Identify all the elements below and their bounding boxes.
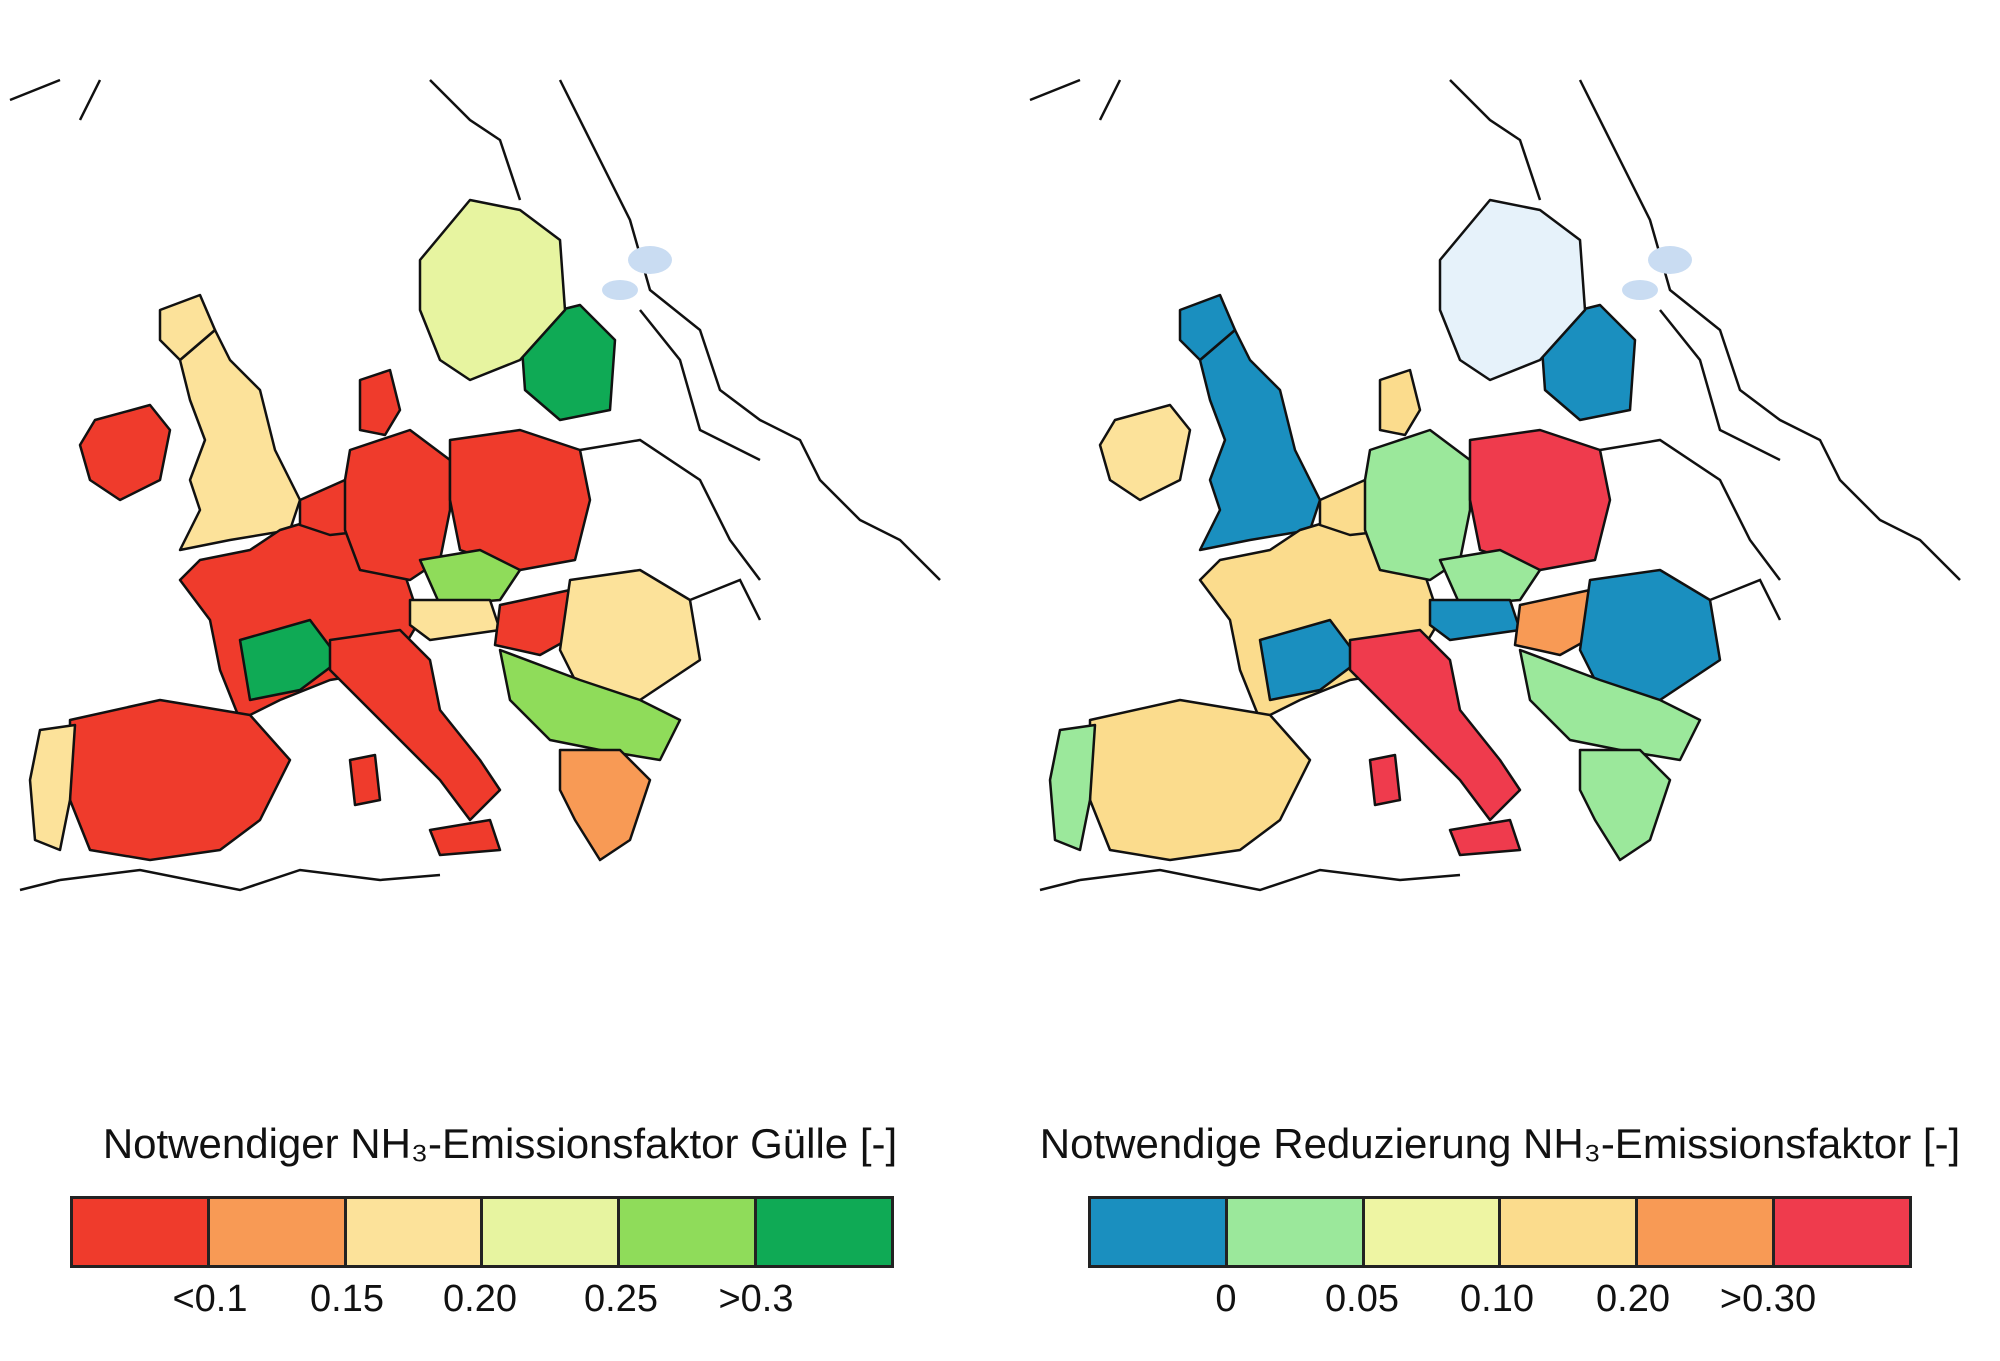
country-region-italy <box>1368 753 1402 807</box>
lake <box>1622 280 1658 300</box>
country-region-italy <box>348 753 382 807</box>
country-region-portugal <box>1048 723 1097 852</box>
legend-swatch <box>1638 1199 1776 1265</box>
country-region-ireland <box>1098 403 1192 502</box>
legend-colorbar-left <box>70 1196 894 1268</box>
legend-swatch <box>1091 1199 1228 1265</box>
legend-swatch <box>73 1199 210 1265</box>
country-region-spain <box>1088 698 1312 862</box>
country-region-greece <box>558 748 652 862</box>
legend-tick: 0.20 <box>1596 1278 1670 1320</box>
country-region-ireland <box>78 403 172 502</box>
legend-swatch <box>483 1199 621 1265</box>
legend-tick: 0.20 <box>443 1278 517 1320</box>
country-region-poland <box>448 428 592 572</box>
legend-swatch <box>1364 1199 1502 1265</box>
country-region-sweden <box>1438 198 1587 382</box>
lake <box>1648 246 1692 274</box>
country-region-austria <box>408 598 502 642</box>
country-region-austria <box>1428 598 1522 642</box>
legend-tick: 0.15 <box>310 1278 384 1320</box>
country-region-italy <box>1448 818 1522 857</box>
country-region-italy <box>1348 628 1522 822</box>
country-region-spain <box>68 698 292 862</box>
europe-map-right <box>1029 78 1961 892</box>
country-region-uk <box>158 293 217 362</box>
legend-swatch <box>620 1199 758 1265</box>
legend-tick: >0.3 <box>718 1278 794 1320</box>
legend-title-left: Notwendiger NH₃-Emissionsfaktor Gülle [-… <box>102 1120 898 1167</box>
country-region-denmark <box>358 368 402 437</box>
legend-swatch <box>1501 1199 1639 1265</box>
legend-tick: 0 <box>1215 1278 1237 1320</box>
country-region-france_south <box>1258 618 1362 702</box>
legend-swatch <box>757 1199 891 1265</box>
legend-tick: >0.30 <box>1719 1278 1817 1320</box>
legend-tick: 0.25 <box>584 1278 658 1320</box>
legend-left: Notwendiger NH₃-Emissionsfaktor Gülle [-… <box>50 1120 950 1328</box>
map-right <box>1020 60 1980 1080</box>
lake <box>628 246 672 274</box>
country-region-balkans <box>498 648 682 762</box>
country-region-balkans <box>1518 648 1702 762</box>
legend-tick: 0.05 <box>1325 1278 1399 1320</box>
country-region-france_south <box>238 618 342 702</box>
country-region-romania <box>1578 568 1722 702</box>
country-region-czech <box>1438 548 1542 607</box>
country-region-sweden <box>418 198 567 382</box>
country-region-italy <box>428 818 502 857</box>
map-left <box>0 60 960 1080</box>
legend-tick: 0.10 <box>1460 1278 1534 1320</box>
lake <box>602 280 638 300</box>
legend-swatch <box>1227 1199 1365 1265</box>
country-region-portugal <box>28 723 77 852</box>
country-region-uk <box>1178 293 1237 362</box>
outer-borders <box>1029 78 1961 892</box>
outer-borders <box>9 78 941 892</box>
legend-right: Notwendige Reduzierung NH₃-Emissionsfakt… <box>1000 1120 2000 1328</box>
europe-map-left <box>9 78 941 892</box>
legend-ticks-right: 0 0.05 0.10 0.20 >0.30 <box>1000 1268 2000 1328</box>
country-region-greece <box>1578 748 1672 862</box>
country-region-denmark <box>1378 368 1422 437</box>
country-region-romania <box>558 568 702 702</box>
legend-ticks-left: <0.1 0.15 0.20 0.25 >0.3 <box>50 1268 950 1328</box>
legend-swatch <box>209 1199 347 1265</box>
country-region-poland <box>1468 428 1612 572</box>
country-region-italy <box>328 628 502 822</box>
country-region-uk <box>1198 328 1322 552</box>
country-region-uk <box>178 328 302 552</box>
legend-swatch <box>1775 1199 1909 1265</box>
legend-title-right: Notwendige Reduzierung NH₃-Emissionsfakt… <box>1039 1120 1961 1167</box>
legend-tick: <0.1 <box>172 1278 248 1320</box>
country-region-czech <box>418 548 522 607</box>
legend-colorbar-right <box>1088 1196 1912 1268</box>
legend-swatch <box>346 1199 484 1265</box>
